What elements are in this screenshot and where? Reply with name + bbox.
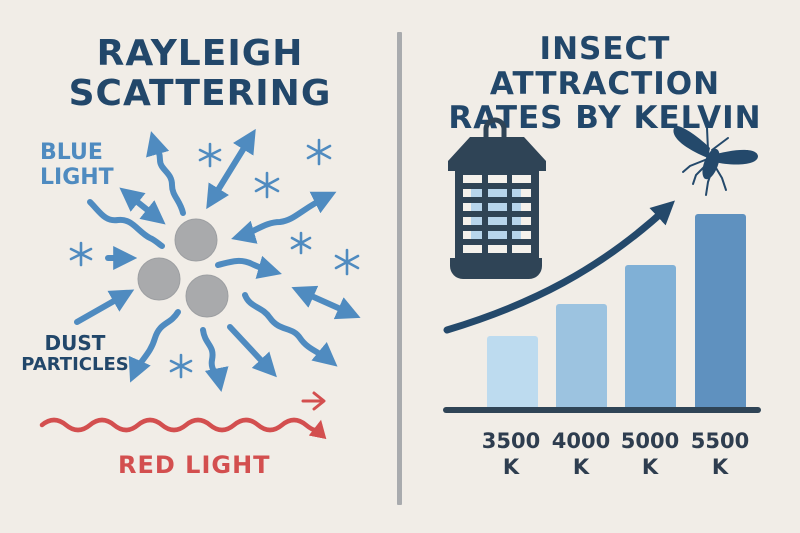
left-panel-title: RAYLEIGH SCATTERING bbox=[40, 33, 360, 115]
chart-baseline bbox=[443, 407, 761, 413]
asterisks bbox=[69, 138, 360, 379]
title-line-1: RAYLEIGH bbox=[96, 33, 304, 74]
tick-label: 4000 K bbox=[546, 428, 616, 481]
title-line-1: INSECT ATTRACTION bbox=[489, 31, 721, 102]
scatter-arrow-icon bbox=[87, 199, 165, 249]
tick-number: 5500 bbox=[690, 429, 750, 453]
red-light-label: RED LIGHT bbox=[118, 451, 271, 480]
scatter-arrow-icon bbox=[206, 128, 256, 210]
asterisk-sparkle-icon bbox=[169, 353, 193, 379]
tick-label: 5500 K bbox=[685, 428, 755, 481]
dust-particle-icon bbox=[174, 218, 218, 262]
scatter-arrow-icon bbox=[291, 285, 361, 320]
tick-label: 3500 K bbox=[476, 428, 546, 481]
scatter-arrow-icon bbox=[227, 324, 277, 378]
asterisk-sparkle-icon bbox=[290, 231, 312, 255]
bar-3500k bbox=[487, 336, 538, 410]
asterisk-sparkle-icon bbox=[254, 171, 280, 199]
scatter-arrow-icon bbox=[231, 191, 337, 244]
dust-particle-icon bbox=[137, 257, 181, 301]
insect-icon bbox=[673, 126, 758, 196]
small-red-arrow-icon bbox=[301, 391, 326, 411]
scatter-arrow-icon bbox=[128, 309, 181, 383]
tick-unit: K bbox=[502, 455, 520, 480]
panel-divider bbox=[397, 32, 402, 505]
trend-arrow-icon bbox=[443, 200, 675, 334]
dust-particles-label: DUST PARTICLES bbox=[18, 332, 132, 376]
dust-particle-icon bbox=[185, 274, 229, 318]
blue-light-label-line1: BLUE bbox=[40, 140, 103, 165]
asterisk-sparkle-icon bbox=[198, 142, 222, 168]
tick-number: 3500 bbox=[481, 429, 541, 453]
bar-5000k bbox=[625, 265, 676, 410]
scatter-arrow-icon bbox=[146, 131, 186, 216]
scatter-arrow-icon bbox=[119, 187, 166, 225]
red-light-label-text: RED LIGHT bbox=[118, 451, 271, 479]
blue-light-label-line2: LIGHT bbox=[40, 165, 114, 191]
red-light-wave bbox=[39, 391, 327, 440]
asterisk-sparkle-icon bbox=[334, 248, 360, 276]
dust-label-line2: PARTICLES bbox=[21, 354, 129, 375]
right-panel-title: INSECT ATTRACTION RATES BY KELVIN bbox=[420, 32, 790, 136]
tick-number: 5000 bbox=[620, 429, 680, 453]
scatter-arrow-icon bbox=[74, 289, 135, 325]
dust-label-line1: DUST bbox=[44, 331, 106, 355]
tick-unit: K bbox=[711, 455, 729, 480]
bars bbox=[487, 214, 746, 410]
red-wave-arrow-icon bbox=[39, 417, 327, 440]
blue-light-label: BLUE LIGHT bbox=[40, 140, 114, 191]
tick-unit: K bbox=[641, 455, 659, 480]
bar-4000k bbox=[556, 304, 607, 410]
title-line-2: SCATTERING bbox=[68, 73, 332, 115]
title-line-2: RATES BY KELVIN bbox=[448, 100, 762, 137]
tick-number: 4000 bbox=[551, 429, 611, 453]
tick-label: 5000 K bbox=[615, 428, 685, 481]
scatter-arrow-icon bbox=[215, 255, 282, 279]
scatter-arrows bbox=[74, 128, 361, 393]
tick-unit: K bbox=[572, 455, 590, 480]
asterisk-sparkle-icon bbox=[306, 138, 332, 166]
dust-particles bbox=[137, 218, 229, 318]
bar-5500k bbox=[695, 214, 746, 410]
bug-zapper-lantern-icon bbox=[448, 117, 546, 279]
scatter-arrow-icon bbox=[242, 292, 338, 367]
asterisk-sparkle-icon bbox=[69, 241, 93, 267]
scatter-arrow-icon bbox=[200, 327, 229, 393]
